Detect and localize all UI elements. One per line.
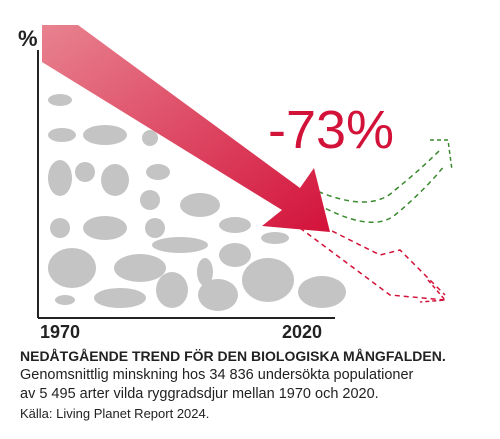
green-dashed-arrow bbox=[309, 164, 446, 223]
arrow-head bbox=[430, 139, 453, 171]
source: Källa: Living Planet Report 2024. bbox=[20, 406, 210, 421]
caption-line: av 5 495 arter vilda ryggradsdjur mellan… bbox=[20, 386, 379, 402]
x-start-label: 1970 bbox=[40, 322, 80, 342]
y-axis-label: % bbox=[18, 26, 38, 51]
caption-line: Genomsnittlig minskning hos 34 836 under… bbox=[20, 367, 414, 383]
arrow-head bbox=[419, 279, 447, 303]
caption-title: NEDÅTGÅENDE TREND FÖR DEN BIOLOGISKA MÅN… bbox=[20, 348, 446, 364]
x-end-label: 2020 bbox=[282, 322, 322, 342]
decline-figure: -73% bbox=[268, 100, 394, 160]
diagram: % 1970 2020 -73% bbox=[18, 25, 453, 342]
green-dashed-arrow bbox=[309, 149, 441, 203]
red-dashed-arrow bbox=[299, 214, 446, 296]
trend-arrow bbox=[42, 25, 330, 232]
animal-silhouettes bbox=[48, 94, 346, 311]
red-dashed-arrow bbox=[299, 227, 446, 301]
